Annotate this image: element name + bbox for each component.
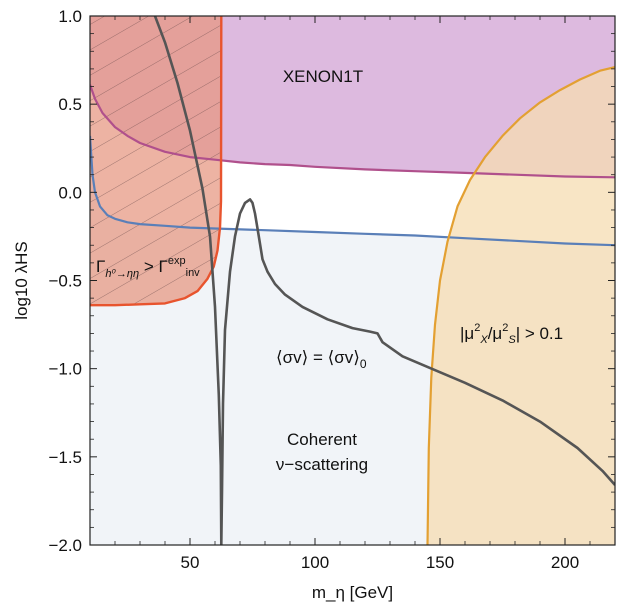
x-tick-label: 200 [551, 553, 579, 572]
coherent-label-line2: ν−scattering [276, 455, 368, 474]
x-axis-title: m_η [GeV] [312, 583, 393, 602]
boundary-curves [90, 16, 615, 545]
y-tick-label: −0.5 [48, 272, 82, 291]
higgs-width-line [90, 16, 223, 307]
y-tick-label: −1.5 [48, 448, 82, 467]
x-tick-label: 150 [426, 553, 454, 572]
coherent-label-line1: Coherent [287, 430, 357, 449]
y-tick-label: −2.0 [48, 536, 82, 555]
xenon-label: XENON1T [283, 67, 363, 86]
relic-density-line [153, 16, 615, 545]
mixing-label: |μ2X/μ2S| > 0.1 [460, 322, 563, 346]
y-axis-title: log10 λHS [12, 241, 31, 319]
x-tick-label: 100 [301, 553, 329, 572]
y-tick-label: 1.0 [58, 7, 82, 26]
mixing-line [426, 66, 615, 545]
x-tick-label: 50 [181, 553, 200, 572]
coherent-line [90, 135, 615, 247]
axis-ticks: 50 100 150 200 −2.0 −1.5 −1.0 −0.5 0.0 0.5 1.0 [48, 7, 616, 572]
higgs-width-label: Γh⁰→ηη > Γexpinv [96, 255, 200, 280]
higgs-width-hatching [90, 16, 222, 306]
y-tick-label: −1.0 [48, 360, 82, 379]
mixing-region [427, 67, 615, 545]
xenon-line [90, 84, 615, 179]
y-tick-label: 0.5 [58, 95, 82, 114]
y-tick-label: 0.0 [58, 183, 82, 202]
relic-density-label: ⟨σv⟩ = ⟨σv⟩0 [276, 348, 367, 371]
annotations: XENON1T Γh⁰→ηη > Γexpinv ⟨σv⟩ = ⟨σv⟩0 |μ2X/… [96, 67, 563, 474]
